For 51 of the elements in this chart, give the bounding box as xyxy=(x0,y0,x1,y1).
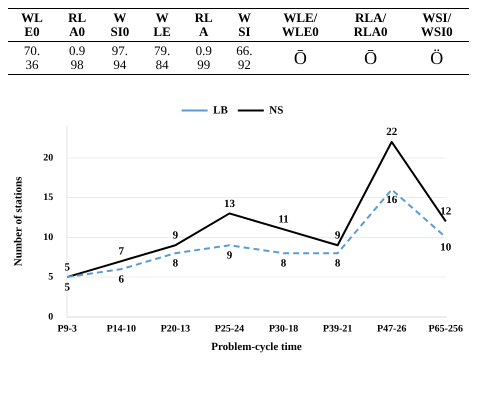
text: 0.9 98 xyxy=(69,43,86,72)
category-label: RL A xyxy=(194,9,214,41)
text: Ō xyxy=(294,48,307,68)
y-tick-label: 5 xyxy=(48,272,54,283)
data-label: 16 xyxy=(386,194,398,206)
data-label: 6 xyxy=(118,273,125,286)
text: 0.9 99 xyxy=(196,43,212,72)
x-tick-label: P20-13 xyxy=(160,323,190,334)
text: 66. 92 xyxy=(236,43,253,72)
x-tick-label: P25-24 xyxy=(214,323,244,334)
category-label: WL E0 xyxy=(20,9,44,41)
data-label: 13 xyxy=(224,198,236,210)
x-tick-label: P65-256 xyxy=(428,323,464,334)
data-label: 9 xyxy=(334,230,341,242)
x-tick-label: P30-18 xyxy=(268,323,298,334)
y-tick-label: 20 xyxy=(43,152,54,164)
data-label: 8 xyxy=(172,258,179,270)
legend-label: NS xyxy=(269,104,284,116)
data-label: 5 xyxy=(64,281,70,294)
category-label: W SI0 xyxy=(110,9,130,41)
text: 97. 94 xyxy=(112,43,128,72)
text: Ö xyxy=(430,48,444,68)
category-label: WLE/ WLE0 xyxy=(280,9,320,41)
data-label: 5 xyxy=(64,261,70,274)
category-label: W SI xyxy=(236,9,252,41)
text: Ō xyxy=(364,48,378,68)
x-tick-label: P39-21 xyxy=(322,323,352,334)
data-label: 9 xyxy=(226,250,233,262)
y-tick-label: 0 xyxy=(48,311,54,322)
text: 70. 36 xyxy=(24,43,40,72)
category-label: RL A0 xyxy=(67,9,88,41)
x-tick-label: P9-3 xyxy=(57,323,77,334)
category-label: W LE xyxy=(152,9,172,41)
x-tick-label: P14-10 xyxy=(106,323,136,334)
x-tick-label: P47-26 xyxy=(376,323,406,334)
text: 79. 84 xyxy=(154,43,170,72)
data-label: 8 xyxy=(280,258,287,270)
category-label: RLA/ RLA0 xyxy=(352,9,389,41)
data-label: 22 xyxy=(386,126,398,138)
data-label: 8 xyxy=(334,258,341,270)
category-label: WSI/ WSI0 xyxy=(420,9,454,41)
y-axis-title: Number of stations xyxy=(12,176,24,266)
data-label: 12 xyxy=(440,206,452,218)
y-tick-label: 15 xyxy=(43,192,54,204)
x-axis-title: Problem-cycle time xyxy=(211,341,302,354)
y-tick-label: 10 xyxy=(43,232,54,243)
legend-label: LB xyxy=(213,104,228,116)
data-label: 10 xyxy=(440,242,452,254)
data-label: 11 xyxy=(278,214,289,226)
data-label: 7 xyxy=(118,245,125,258)
data-label: 9 xyxy=(172,230,179,242)
